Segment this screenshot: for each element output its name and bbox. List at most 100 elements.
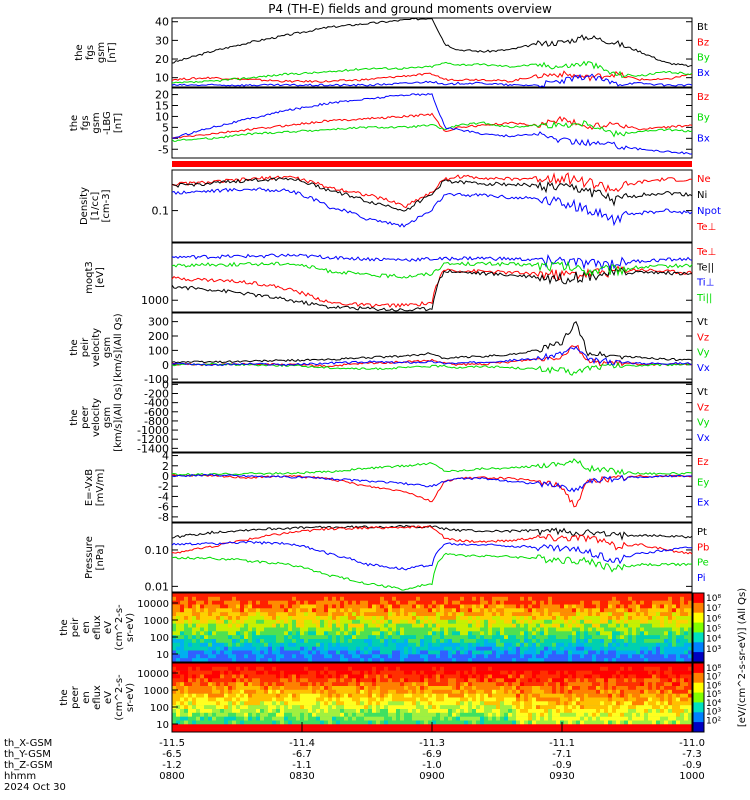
heatmap-cell xyxy=(244,686,249,691)
heatmap-cell xyxy=(460,678,465,683)
heatmap-cell xyxy=(232,728,237,733)
heatmap-cell xyxy=(660,678,665,683)
heatmap-cell xyxy=(388,686,393,691)
heatmap-cell xyxy=(284,642,289,647)
heatmap-cell xyxy=(656,623,661,628)
heatmap-cell xyxy=(336,619,341,624)
heatmap-cell xyxy=(664,612,669,617)
heatmap-cell xyxy=(488,631,493,636)
heatmap-cell xyxy=(488,612,493,617)
heatmap-cell xyxy=(432,642,437,647)
heatmap-cell xyxy=(188,670,193,675)
heatmap-cell xyxy=(244,608,249,613)
heatmap-cell xyxy=(276,600,281,605)
heatmap-cell xyxy=(440,705,445,710)
heatmap-cell xyxy=(444,596,449,601)
heatmap-cell xyxy=(576,728,581,733)
heatmap-cell xyxy=(388,724,393,729)
heatmap-cell xyxy=(472,639,477,644)
heatmap-cell xyxy=(664,693,669,698)
heatmap-cell xyxy=(328,627,333,632)
heatmap-cell xyxy=(404,724,409,729)
heatmap-cell xyxy=(272,654,277,659)
heatmap-cell xyxy=(476,631,481,636)
heatmap-cell xyxy=(540,650,545,655)
heatmap-cell xyxy=(620,654,625,659)
heatmap-cell xyxy=(592,623,597,628)
heatmap-cell xyxy=(340,650,345,655)
heatmap-cell xyxy=(528,689,533,694)
heatmap-cell xyxy=(316,728,321,733)
y-tick-label: 0.1 xyxy=(152,205,170,218)
heatmap-cell xyxy=(488,689,493,694)
heatmap-cell xyxy=(196,627,201,632)
heatmap-cell xyxy=(296,623,301,628)
heatmap-cell xyxy=(356,596,361,601)
heatmap-cell xyxy=(408,623,413,628)
heatmap-cell xyxy=(568,619,573,624)
heatmap-cell xyxy=(676,639,681,644)
heatmap-cell xyxy=(276,658,281,663)
heatmap-cell xyxy=(260,604,265,609)
heatmap-cell xyxy=(552,689,557,694)
heatmap-cell xyxy=(192,608,197,613)
heatmap-cell xyxy=(256,686,261,691)
heatmap-cell xyxy=(244,604,249,609)
heatmap-cell xyxy=(372,596,377,601)
heatmap-cell xyxy=(588,631,593,636)
heatmap-cell xyxy=(204,701,209,706)
heatmap-cell xyxy=(540,674,545,679)
heatmap-cell xyxy=(444,635,449,640)
heatmap-cell xyxy=(280,682,285,687)
heatmap-cell xyxy=(548,716,553,721)
heatmap-cell xyxy=(608,674,613,679)
heatmap-cell xyxy=(328,674,333,679)
heatmap-cell xyxy=(208,623,213,628)
heatmap-cell xyxy=(316,693,321,698)
heatmap-cell xyxy=(172,674,177,679)
heatmap-cell xyxy=(420,623,425,628)
heatmap-cell xyxy=(276,697,281,702)
heatmap-cell xyxy=(444,663,449,668)
heatmap-cell xyxy=(300,666,305,671)
heatmap-cell xyxy=(372,658,377,663)
heatmap-cell xyxy=(656,697,661,702)
heatmap-cell xyxy=(652,663,657,668)
heatmap-cell xyxy=(252,728,257,733)
heatmap-cell xyxy=(596,600,601,605)
heatmap-cell xyxy=(256,627,261,632)
ephemeris-value: -11.1 xyxy=(549,738,575,749)
heatmap-cell xyxy=(260,663,265,668)
heatmap-cell xyxy=(512,720,517,725)
heatmap-cell xyxy=(560,616,565,621)
heatmap-cell xyxy=(320,646,325,651)
heatmap-cell xyxy=(592,666,597,671)
heatmap-cell xyxy=(284,689,289,694)
heatmap-cell xyxy=(480,693,485,698)
heatmap-cell xyxy=(492,663,497,668)
heatmap-cell xyxy=(588,716,593,721)
heatmap-cell xyxy=(304,678,309,683)
heatmap-cell xyxy=(624,650,629,655)
heatmap-cell xyxy=(640,623,645,628)
heatmap-cell xyxy=(256,658,261,663)
heatmap-cell xyxy=(612,596,617,601)
heatmap-cell xyxy=(496,701,501,706)
heatmap-cell xyxy=(548,666,553,671)
heatmap-cell xyxy=(196,658,201,663)
heatmap-cell xyxy=(540,666,545,671)
heatmap-cell xyxy=(688,663,693,668)
heatmap-cell xyxy=(340,623,345,628)
heatmap-cell xyxy=(584,627,589,632)
heatmap-cell xyxy=(464,650,469,655)
heatmap-cell xyxy=(536,616,541,621)
heatmap-cell xyxy=(316,712,321,717)
heatmap-cell xyxy=(652,650,657,655)
heatmap-cell xyxy=(580,663,585,668)
heatmap-cell xyxy=(508,642,513,647)
heatmap-cell xyxy=(676,600,681,605)
heatmap-cell xyxy=(636,596,641,601)
heatmap-cell xyxy=(644,724,649,729)
heatmap-cell xyxy=(536,627,541,632)
